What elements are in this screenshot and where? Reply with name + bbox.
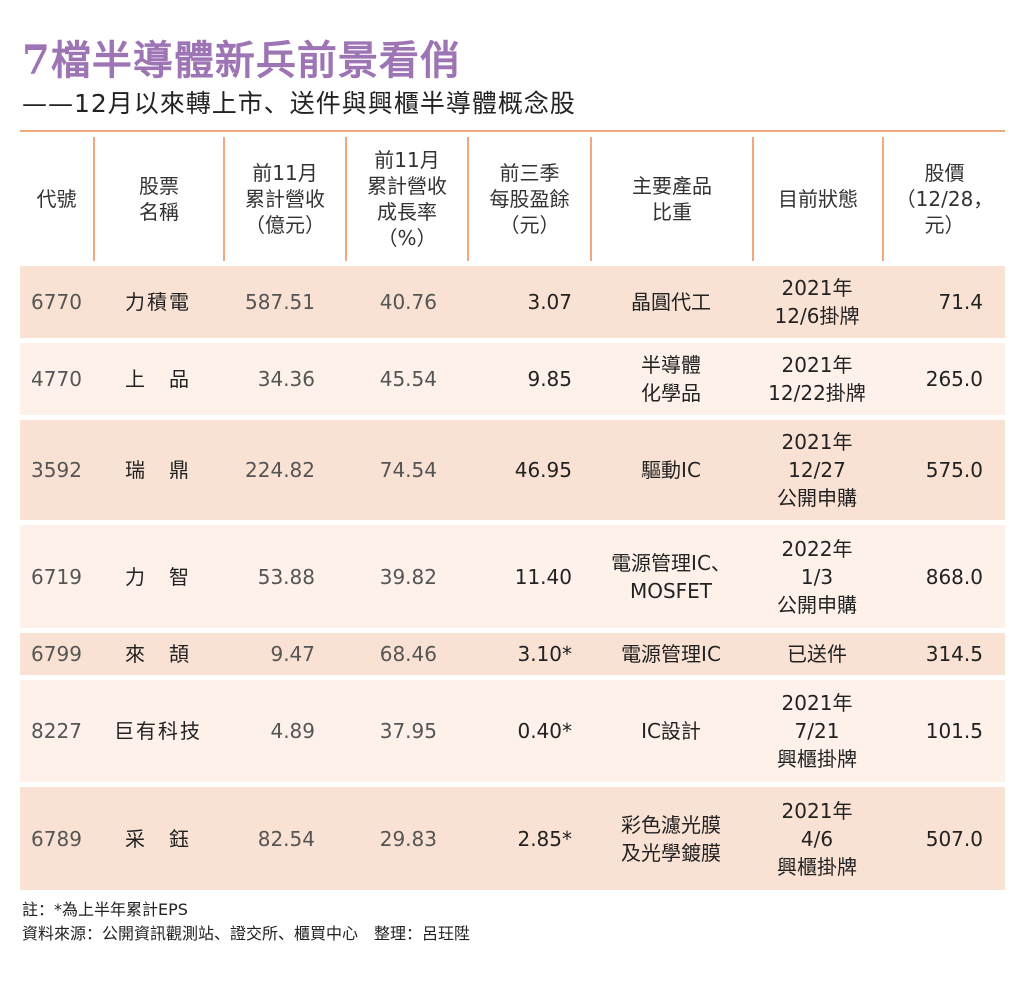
- cell-product: 半導體 化學品: [590, 343, 752, 415]
- stock-table: 代號 股票 名稱 前11月 累計營收 （億元） 前11月 累計營收 成長率 （%） 前三…: [20, 132, 1005, 895]
- footnotes: 註：*為上半年累計EPS 資料來源：公開資訊觀測站、證交所、櫃買中心 整理：呂玨…: [22, 898, 470, 946]
- cell-eps: 3.10*: [467, 633, 590, 675]
- cell-eps: 2.85*: [467, 787, 590, 890]
- cell-status: 2021年 12/22掛牌: [752, 343, 882, 415]
- cell-growth: 37.95: [345, 680, 467, 782]
- cell-name: 上 品: [93, 343, 223, 415]
- cell-product: 彩色濾光膜 及光學鍍膜: [590, 787, 752, 890]
- cell-name: 巨有科技: [93, 680, 223, 782]
- cell-price: 71.4: [882, 266, 1005, 338]
- cell-growth: 39.82: [345, 525, 467, 628]
- cell-product: IC設計: [590, 680, 752, 782]
- cell-code: 8227: [20, 680, 93, 782]
- table-row: 4770 上 品 34.36 45.54 9.85 半導體 化學品 2021年 12/22掛…: [20, 343, 1005, 415]
- table-row: 6789 采 鈺 82.54 29.83 2.85* 彩色濾光膜 及光學鍍膜 2021年 4…: [20, 787, 1005, 890]
- cell-code: 6770: [20, 266, 93, 338]
- cell-code: 6719: [20, 525, 93, 628]
- page-title: 7檔半導體新兵前景看俏: [22, 37, 461, 84]
- cell-price: 575.0: [882, 420, 1005, 520]
- table-row: 6799 來 頡 9.47 68.46 3.10* 電源管理IC 已送件 314.5: [20, 633, 1005, 675]
- cell-name: 采 鈺: [93, 787, 223, 890]
- cell-price: 868.0: [882, 525, 1005, 628]
- header-rule: [20, 130, 1005, 132]
- cell-name: 瑞 鼎: [93, 420, 223, 520]
- cell-growth: 29.83: [345, 787, 467, 890]
- cell-price: 101.5: [882, 680, 1005, 782]
- cell-revenue: 34.36: [223, 343, 345, 415]
- cell-eps: 11.40: [467, 525, 590, 628]
- cell-price: 265.0: [882, 343, 1005, 415]
- cell-product: 電源管理IC、 MOSFET: [590, 525, 752, 628]
- table-row: 8227 巨有科技 4.89 37.95 0.40* IC設計 2021年 7/21 興櫃掛…: [20, 680, 1005, 782]
- table-body: 6770 力積電 587.51 40.76 3.07 晶圓代工 2021年 12/6掛牌 71…: [20, 266, 1005, 890]
- table-row: 3592 瑞 鼎 224.82 74.54 46.95 驅動IC 2021年 12/27 公…: [20, 420, 1005, 520]
- cell-revenue: 224.82: [223, 420, 345, 520]
- cell-name: 力 智: [93, 525, 223, 628]
- column-header-price: 股價 （12/28， 元）: [882, 137, 1005, 261]
- source-note: 資料來源：公開資訊觀測站、證交所、櫃買中心 整理：呂玨陞: [22, 924, 471, 943]
- cell-code: 6799: [20, 633, 93, 675]
- cell-product: 驅動IC: [590, 420, 752, 520]
- cell-status: 2021年 12/6掛牌: [752, 266, 882, 338]
- cell-growth: 40.76: [345, 266, 467, 338]
- cell-product: 電源管理IC: [590, 633, 752, 675]
- cell-revenue: 587.51: [223, 266, 345, 338]
- cell-eps: 3.07: [467, 266, 590, 338]
- table-header-row: 代號 股票 名稱 前11月 累計營收 （億元） 前11月 累計營收 成長率 （%） 前三…: [20, 137, 1005, 261]
- cell-code: 6789: [20, 787, 93, 890]
- column-header-revenue: 前11月 累計營收 （億元）: [223, 137, 345, 261]
- cell-status: 2021年 7/21 興櫃掛牌: [752, 680, 882, 782]
- cell-code: 4770: [20, 343, 93, 415]
- cell-name: 來 頡: [93, 633, 223, 675]
- column-header-eps: 前三季 每股盈餘 （元）: [467, 137, 590, 261]
- column-header-product: 主要產品 比重: [590, 137, 752, 261]
- cell-status: 已送件: [752, 633, 882, 675]
- cell-code: 3592: [20, 420, 93, 520]
- column-header-growth: 前11月 累計營收 成長率 （%）: [345, 137, 467, 261]
- cell-name: 力積電: [93, 266, 223, 338]
- cell-revenue: 53.88: [223, 525, 345, 628]
- cell-price: 507.0: [882, 787, 1005, 890]
- cell-revenue: 82.54: [223, 787, 345, 890]
- cell-product: 晶圓代工: [590, 266, 752, 338]
- column-header-name: 股票 名稱: [93, 137, 223, 261]
- cell-growth: 68.46: [345, 633, 467, 675]
- cell-status: 2022年 1/3 公開申購: [752, 525, 882, 628]
- eps-note: 註：*為上半年累計EPS: [22, 900, 188, 919]
- column-header-status: 目前狀態: [752, 137, 882, 261]
- cell-eps: 46.95: [467, 420, 590, 520]
- page-subtitle: ——12月以來轉上市、送件與興櫃半導體概念股: [22, 89, 576, 118]
- column-header-code: 代號: [36, 187, 77, 211]
- table-row: 6770 力積電 587.51 40.76 3.07 晶圓代工 2021年 12/6掛牌 71…: [20, 266, 1005, 338]
- table-row: 6719 力 智 53.88 39.82 11.40 電源管理IC、 MOSFET 2022…: [20, 525, 1005, 628]
- cell-growth: 74.54: [345, 420, 467, 520]
- cell-eps: 0.40*: [467, 680, 590, 782]
- cell-revenue: 4.89: [223, 680, 345, 782]
- cell-eps: 9.85: [467, 343, 590, 415]
- cell-status: 2021年 4/6 興櫃掛牌: [752, 787, 882, 890]
- cell-price: 314.5: [882, 633, 1005, 675]
- cell-status: 2021年 12/27 公開申購: [752, 420, 882, 520]
- cell-growth: 45.54: [345, 343, 467, 415]
- cell-revenue: 9.47: [223, 633, 345, 675]
